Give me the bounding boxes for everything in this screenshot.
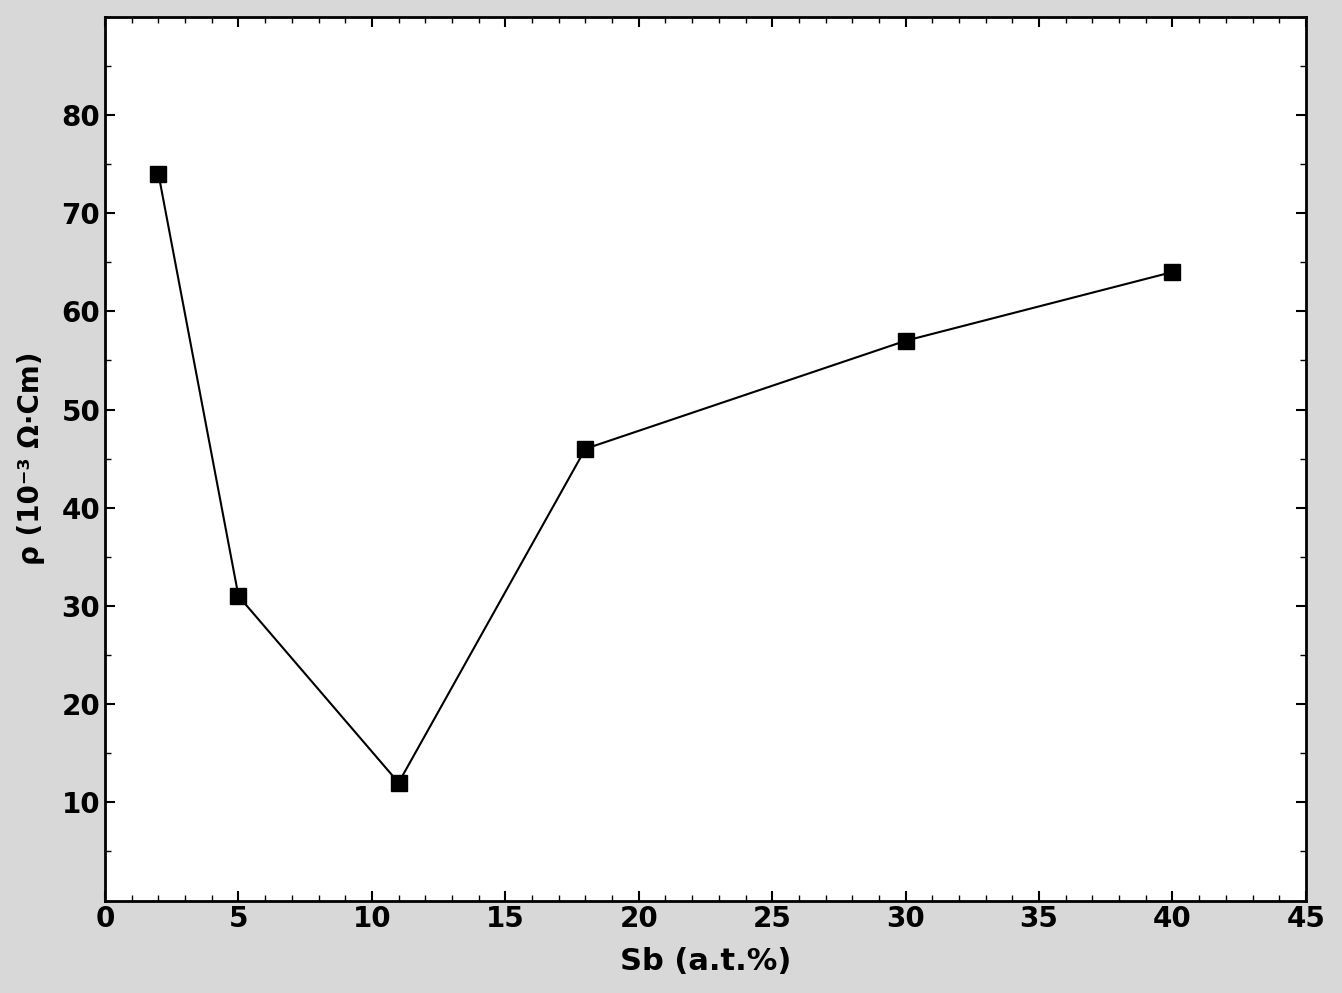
Y-axis label: ρ (10⁻³ Ω·Cm): ρ (10⁻³ Ω·Cm) (16, 352, 44, 565)
X-axis label: Sb (a.t.%): Sb (a.t.%) (620, 947, 792, 976)
